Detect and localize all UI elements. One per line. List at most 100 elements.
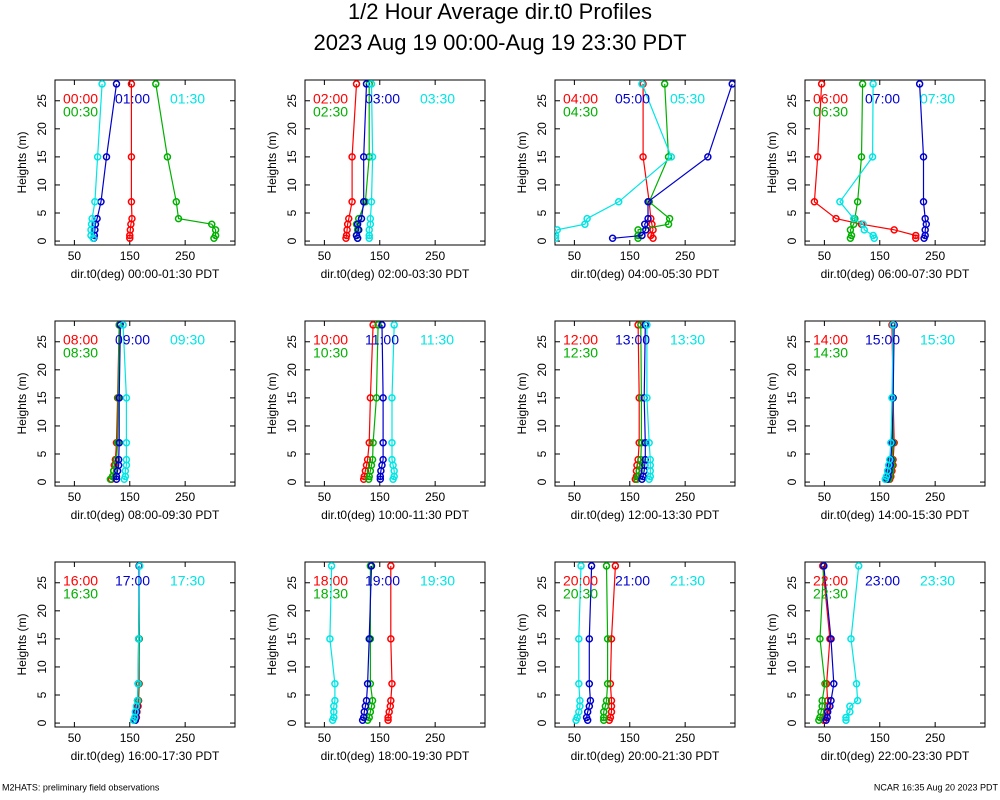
- data-point: [869, 231, 877, 240]
- data-point: [127, 198, 136, 206]
- data-point: [842, 716, 850, 725]
- data-point: [384, 716, 392, 725]
- data-point: [352, 80, 361, 88]
- data-point: [388, 680, 396, 688]
- y-tick-label: 0: [535, 478, 549, 485]
- x-tick-label: 150: [120, 490, 140, 504]
- legend-entry: 12:30: [563, 345, 598, 361]
- y-tick-label: 15: [785, 150, 799, 164]
- data-point: [127, 80, 136, 88]
- x-axis-label: dir.t0(deg) 08:00-09:30 PDT: [71, 508, 220, 522]
- data-point: [853, 696, 862, 705]
- plot-frame: [804, 561, 986, 728]
- y-tick-label: 0: [785, 237, 799, 244]
- legend-entry: 14:30: [813, 345, 848, 361]
- x-tick-label: 50: [818, 490, 832, 504]
- y-tick-label: 10: [35, 419, 49, 433]
- y-axis-label: Heights (m): [265, 613, 279, 675]
- data-point: [842, 713, 850, 722]
- data-point: [357, 214, 366, 223]
- data-point: [611, 562, 620, 570]
- data-point: [163, 153, 172, 161]
- data-point: [585, 635, 594, 643]
- x-axis-label: dir.t0(deg) 12:00-13:30 PDT: [571, 508, 720, 522]
- data-point: [331, 696, 339, 705]
- y-tick-label: 5: [785, 209, 799, 216]
- x-axis-label: dir.t0(deg) 06:00-07:30 PDT: [821, 267, 970, 281]
- data-point: [638, 80, 646, 88]
- y-axis-label: Heights (m): [265, 372, 279, 434]
- y-axis-label: Heights (m): [15, 131, 29, 193]
- legend-entry: 10:00: [313, 332, 348, 348]
- plot-frame: [554, 561, 736, 728]
- data-point: [128, 214, 136, 223]
- legend-entry: 13:30: [670, 332, 705, 348]
- plot-frame: [804, 79, 986, 246]
- data-point: [728, 80, 735, 88]
- x-tick-label: 50: [818, 249, 832, 263]
- y-tick-label: 15: [535, 391, 549, 405]
- y-tick-label: 20: [285, 604, 299, 618]
- y-tick-label: 5: [535, 691, 549, 698]
- y-axis-label: Heights (m): [765, 372, 779, 434]
- data-point: [639, 153, 647, 161]
- data-point: [555, 234, 560, 243]
- data-point: [368, 153, 377, 161]
- data-point: [643, 394, 651, 402]
- data-point: [919, 153, 928, 161]
- y-tick-label: 15: [785, 632, 799, 646]
- data-point: [607, 635, 616, 643]
- x-tick-label: 250: [925, 731, 945, 745]
- data-point: [345, 214, 353, 223]
- y-tick-label: 25: [35, 335, 49, 349]
- legend-entry: 05:00: [615, 91, 650, 107]
- data-point: [912, 231, 920, 240]
- y-tick-label: 5: [35, 209, 49, 216]
- data-point: [363, 680, 372, 688]
- data-point: [362, 80, 371, 88]
- y-tick-label: 20: [35, 604, 49, 618]
- data-point: [849, 214, 858, 223]
- data-point: [122, 439, 131, 447]
- plot-area: [810, 80, 931, 243]
- legend-entry: 20:30: [563, 586, 598, 602]
- y-axis-label: Heights (m): [265, 131, 279, 193]
- y-tick-label: 0: [285, 478, 299, 485]
- data-point: [134, 635, 143, 643]
- x-tick-label: 50: [318, 490, 332, 504]
- profile-line: [845, 565, 860, 721]
- data-point: [112, 80, 121, 88]
- y-axis-label: Heights (m): [765, 131, 779, 193]
- plot-frame: [304, 561, 486, 728]
- y-tick-label: 10: [785, 419, 799, 433]
- y-axis-label: Heights (m): [515, 131, 529, 193]
- y-tick-label: 25: [785, 94, 799, 108]
- legend-entry: 19:30: [420, 573, 455, 589]
- legend-entry: 04:30: [563, 104, 598, 120]
- legend-entry: 09:30: [170, 332, 205, 348]
- x-tick-label: 150: [620, 249, 640, 263]
- y-tick-label: 5: [535, 450, 549, 457]
- data-point: [912, 234, 920, 243]
- x-axis-label: dir.t0(deg) 20:00-21:30 PDT: [571, 749, 720, 763]
- data-point: [374, 321, 382, 329]
- y-tick-label: 5: [285, 691, 299, 698]
- data-point: [359, 153, 368, 161]
- data-point: [885, 455, 894, 464]
- legend-entry: 01:00: [115, 91, 150, 107]
- legend-entry: 04:00: [563, 91, 598, 107]
- y-tick-label: 25: [535, 576, 549, 590]
- legend-entry: 07:00: [865, 91, 900, 107]
- y-tick-label: 25: [785, 576, 799, 590]
- data-point: [919, 198, 928, 206]
- y-tick-label: 10: [35, 178, 49, 192]
- y-tick-label: 20: [285, 363, 299, 377]
- data-point: [348, 198, 356, 206]
- y-tick-label: 20: [535, 363, 549, 377]
- data-point: [126, 234, 134, 243]
- x-axis-label: dir.t0(deg) 04:00-05:30 PDT: [571, 267, 720, 281]
- data-point: [387, 562, 395, 570]
- data-point: [119, 321, 127, 329]
- y-tick-label: 10: [35, 660, 49, 674]
